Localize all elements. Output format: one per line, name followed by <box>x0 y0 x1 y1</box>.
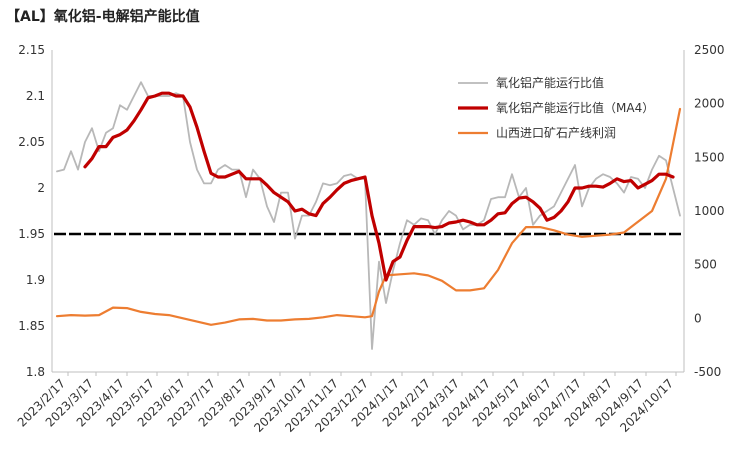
y-right-tick-label: 2000 <box>694 97 725 111</box>
y-right-tick-label: 2500 <box>694 43 725 57</box>
y-right-tick-label: 1000 <box>694 204 725 218</box>
y-left-tick-label: 1.9 <box>26 273 45 287</box>
series-ratio-ma4-line <box>83 91 675 282</box>
legend-profit-label: 山西进口矿石产线利润 <box>496 126 616 140</box>
y-left-tick-label: 2.1 <box>26 89 45 103</box>
y-left-tick-label: 1.8 <box>26 365 45 379</box>
y-right-tick-label: 1500 <box>694 150 725 164</box>
y-left-tick-label: 1.85 <box>18 319 45 333</box>
y-left-tick-label: 2.05 <box>18 135 45 149</box>
series-ratio-line <box>56 81 681 350</box>
y-right-tick-label: 500 <box>694 258 717 272</box>
legend-ratio-label: 氧化铝产能运行比值 <box>496 75 604 90</box>
series-profit-line <box>55 107 682 326</box>
legend-ratio-ma4-label: 氧化铝产能运行比值（MA4） <box>496 100 654 115</box>
y-right-tick-label: 0 <box>694 311 702 325</box>
y-left-tick-label: 2.15 <box>18 43 45 57</box>
chart-title: 【AL】氧化铝-电解铝产能比值 <box>6 9 200 25</box>
y-right-tick-label: -500 <box>694 365 721 379</box>
y-left-tick-label: 1.95 <box>18 227 45 241</box>
y-left-tick-label: 2 <box>37 181 45 195</box>
